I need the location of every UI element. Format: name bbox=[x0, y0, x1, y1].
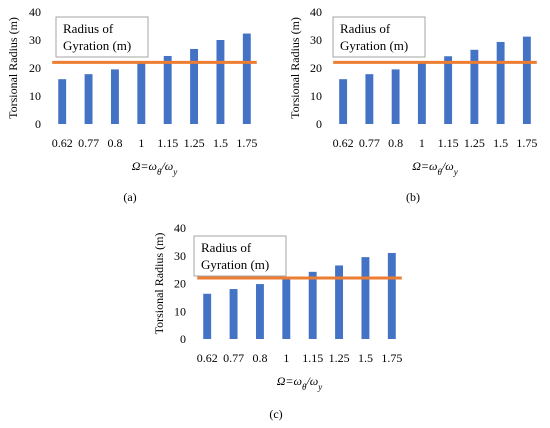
x-tick-label: 0.77 bbox=[359, 136, 380, 150]
x-tick-label: 1.25 bbox=[464, 136, 485, 150]
y-tick-label: 0 bbox=[35, 117, 41, 131]
x-tick-label: 1.25 bbox=[329, 351, 350, 365]
chart-panel-a: 0 10 20 30 40 Torsional Radius (m) 0.62 0.77 0.8… bbox=[6, 5, 257, 204]
y-tick-label: 30 bbox=[29, 33, 41, 47]
bar bbox=[255, 284, 264, 339]
y-axis-label: Torsional Radius (m) bbox=[152, 233, 166, 335]
y-axis-label: Torsional Radius (m) bbox=[288, 17, 302, 119]
y-tick-label: 0 bbox=[180, 332, 186, 346]
panel-label: (b) bbox=[406, 190, 420, 204]
x-tick-label: 0.8 bbox=[252, 351, 267, 365]
bar bbox=[470, 49, 479, 124]
bar bbox=[229, 289, 238, 339]
x-tick-label: 1.15 bbox=[157, 136, 178, 150]
bar bbox=[163, 55, 172, 124]
panel-label: (c) bbox=[269, 407, 282, 421]
x-tick-label: 1 bbox=[419, 136, 425, 150]
x-tick-label: 1.5 bbox=[358, 351, 373, 365]
x-tick-label: 1.75 bbox=[236, 136, 257, 150]
y-tick-label: 20 bbox=[174, 277, 186, 291]
y-tick-label: 40 bbox=[310, 5, 322, 19]
y-tick-label: 40 bbox=[174, 221, 186, 235]
reference-label-box bbox=[193, 235, 287, 277]
x-tick-label: 0.62 bbox=[52, 136, 73, 150]
bar bbox=[190, 48, 199, 124]
panel-label: (a) bbox=[123, 190, 136, 204]
chart-panel-b: 0 10 20 30 40 Torsional Radius (m) 0.62 0.77 0.8… bbox=[288, 5, 537, 204]
reference-line-label: Radius of Gyration (m) bbox=[201, 240, 269, 272]
bar bbox=[308, 271, 317, 339]
y-tick-label: 10 bbox=[29, 89, 41, 103]
x-tick-label: 0.77 bbox=[223, 351, 244, 365]
bar bbox=[335, 265, 344, 339]
reference-line-label: Radius of Gyration (m) bbox=[340, 21, 408, 53]
x-tick-label: 1 bbox=[138, 136, 144, 150]
x-tick-label: 0.62 bbox=[197, 351, 218, 365]
x-tick-label: 1.25 bbox=[184, 136, 205, 150]
bar bbox=[361, 257, 370, 339]
bar bbox=[339, 79, 348, 124]
bar bbox=[365, 74, 374, 124]
x-tick-label: 0.77 bbox=[78, 136, 99, 150]
bar bbox=[391, 69, 400, 124]
y-tick-label: 20 bbox=[29, 61, 41, 75]
bar bbox=[216, 40, 225, 124]
reference-label-box bbox=[55, 16, 149, 58]
x-tick-label: 0.8 bbox=[388, 136, 403, 150]
x-axis-label: Ω=ωθ/ωy bbox=[277, 374, 323, 392]
reference-line-label: Radius of Gyration (m) bbox=[63, 21, 131, 53]
y-tick-label: 40 bbox=[29, 5, 41, 19]
x-tick-label: 1.5 bbox=[493, 136, 508, 150]
bar bbox=[444, 56, 453, 124]
y-tick-label: 30 bbox=[174, 249, 186, 263]
x-tick-label: 1.75 bbox=[516, 136, 537, 150]
x-axis-label: Ω=ωθ/ωy bbox=[412, 159, 458, 177]
y-tick-label: 0 bbox=[316, 117, 322, 131]
y-tick-label: 10 bbox=[310, 89, 322, 103]
bar bbox=[242, 33, 251, 125]
x-tick-label: 0.62 bbox=[333, 136, 354, 150]
chart-panel-c: 0 10 20 30 40 Torsional Radius (m) 0.62 0.77 0.8… bbox=[152, 221, 402, 421]
x-tick-label: 1.5 bbox=[213, 136, 228, 150]
y-tick-label: 30 bbox=[310, 33, 322, 47]
bar bbox=[110, 69, 119, 124]
x-tick-label: 1.15 bbox=[438, 136, 459, 150]
bar bbox=[417, 62, 426, 124]
x-tick-label: 1 bbox=[283, 351, 289, 365]
y-axis-label: Torsional Radius (m) bbox=[6, 17, 20, 119]
bar bbox=[496, 41, 505, 124]
x-tick-label: 0.8 bbox=[107, 136, 122, 150]
y-tick-label: 10 bbox=[174, 304, 186, 318]
bar bbox=[58, 79, 67, 124]
bar bbox=[282, 277, 291, 339]
bar bbox=[137, 62, 146, 124]
x-tick-label: 1.75 bbox=[381, 351, 402, 365]
bar bbox=[84, 74, 93, 124]
bar bbox=[522, 36, 531, 124]
bar bbox=[203, 293, 212, 339]
x-tick-label: 1.15 bbox=[302, 351, 323, 365]
x-axis-label: Ω=ωθ/ωy bbox=[132, 159, 178, 177]
bar bbox=[387, 252, 396, 339]
y-tick-label: 20 bbox=[310, 61, 322, 75]
reference-label-box bbox=[332, 16, 426, 58]
